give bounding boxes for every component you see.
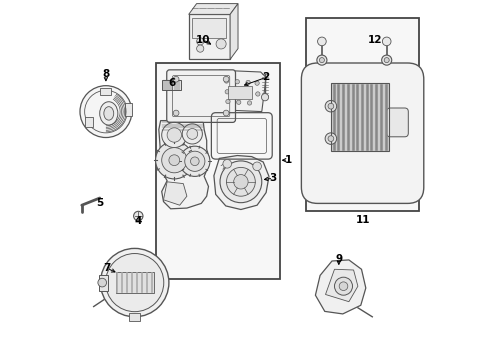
Circle shape: [316, 55, 326, 65]
Text: 10: 10: [196, 35, 210, 45]
Circle shape: [155, 141, 193, 179]
Circle shape: [325, 133, 336, 144]
Bar: [188, 14, 230, 59]
Bar: [129, 313, 140, 321]
Circle shape: [339, 282, 347, 291]
Circle shape: [190, 157, 199, 166]
Polygon shape: [230, 4, 238, 59]
Circle shape: [317, 37, 325, 46]
Circle shape: [186, 129, 197, 139]
Bar: [330, 83, 387, 151]
Circle shape: [196, 45, 203, 52]
Circle shape: [196, 38, 203, 45]
Circle shape: [334, 277, 352, 295]
Text: 12: 12: [367, 35, 381, 45]
Polygon shape: [325, 269, 357, 302]
Circle shape: [179, 146, 209, 176]
Circle shape: [162, 148, 186, 173]
Text: 2: 2: [262, 72, 269, 82]
FancyBboxPatch shape: [166, 70, 235, 122]
Text: 9: 9: [335, 254, 342, 264]
Circle shape: [223, 76, 228, 82]
FancyBboxPatch shape: [386, 108, 407, 137]
Circle shape: [382, 37, 390, 46]
FancyBboxPatch shape: [301, 63, 423, 203]
Text: 1: 1: [284, 155, 291, 165]
Circle shape: [167, 128, 181, 142]
Circle shape: [182, 124, 202, 144]
Circle shape: [247, 101, 251, 105]
Polygon shape: [315, 260, 365, 314]
Circle shape: [233, 175, 247, 189]
Bar: [124, 103, 132, 116]
Circle shape: [133, 211, 142, 221]
Circle shape: [319, 58, 324, 63]
Circle shape: [173, 76, 179, 82]
Circle shape: [101, 248, 168, 317]
Circle shape: [252, 162, 261, 171]
Circle shape: [220, 161, 261, 203]
Text: 4: 4: [134, 216, 142, 226]
Circle shape: [216, 39, 225, 49]
Circle shape: [325, 100, 336, 112]
Polygon shape: [213, 70, 265, 112]
Circle shape: [105, 253, 163, 312]
Bar: [156, 63, 280, 279]
Circle shape: [226, 167, 255, 196]
Circle shape: [255, 92, 260, 96]
Text: 6: 6: [168, 78, 175, 88]
Circle shape: [225, 99, 230, 104]
Circle shape: [327, 136, 333, 141]
Bar: [162, 80, 181, 90]
Circle shape: [327, 103, 333, 109]
Circle shape: [223, 159, 231, 168]
Polygon shape: [159, 121, 209, 209]
Text: 8: 8: [102, 69, 109, 79]
Text: 11: 11: [355, 215, 369, 225]
Circle shape: [381, 55, 391, 65]
Polygon shape: [163, 182, 186, 205]
Circle shape: [246, 91, 250, 95]
Circle shape: [245, 80, 250, 85]
Circle shape: [224, 90, 229, 94]
Polygon shape: [188, 4, 238, 14]
Text: 7: 7: [103, 263, 110, 273]
Circle shape: [98, 278, 106, 287]
Circle shape: [223, 110, 228, 116]
Bar: [99, 275, 107, 291]
Bar: [101, 88, 110, 95]
Ellipse shape: [103, 107, 114, 120]
Circle shape: [261, 94, 268, 101]
Circle shape: [254, 81, 259, 85]
Polygon shape: [213, 156, 268, 210]
Text: 3: 3: [269, 173, 276, 183]
Circle shape: [235, 90, 240, 95]
Circle shape: [168, 155, 179, 166]
Bar: [305, 18, 418, 211]
Ellipse shape: [100, 102, 118, 125]
Circle shape: [184, 151, 204, 171]
Text: 5: 5: [96, 198, 103, 208]
Bar: [84, 117, 92, 127]
Bar: [116, 273, 153, 293]
Circle shape: [224, 79, 228, 83]
Circle shape: [80, 86, 132, 138]
Circle shape: [162, 122, 186, 148]
Bar: [192, 18, 226, 38]
Circle shape: [235, 80, 239, 84]
Bar: [330, 83, 387, 151]
Circle shape: [236, 100, 241, 104]
Bar: [228, 86, 251, 99]
Circle shape: [173, 110, 179, 116]
Circle shape: [384, 58, 388, 63]
